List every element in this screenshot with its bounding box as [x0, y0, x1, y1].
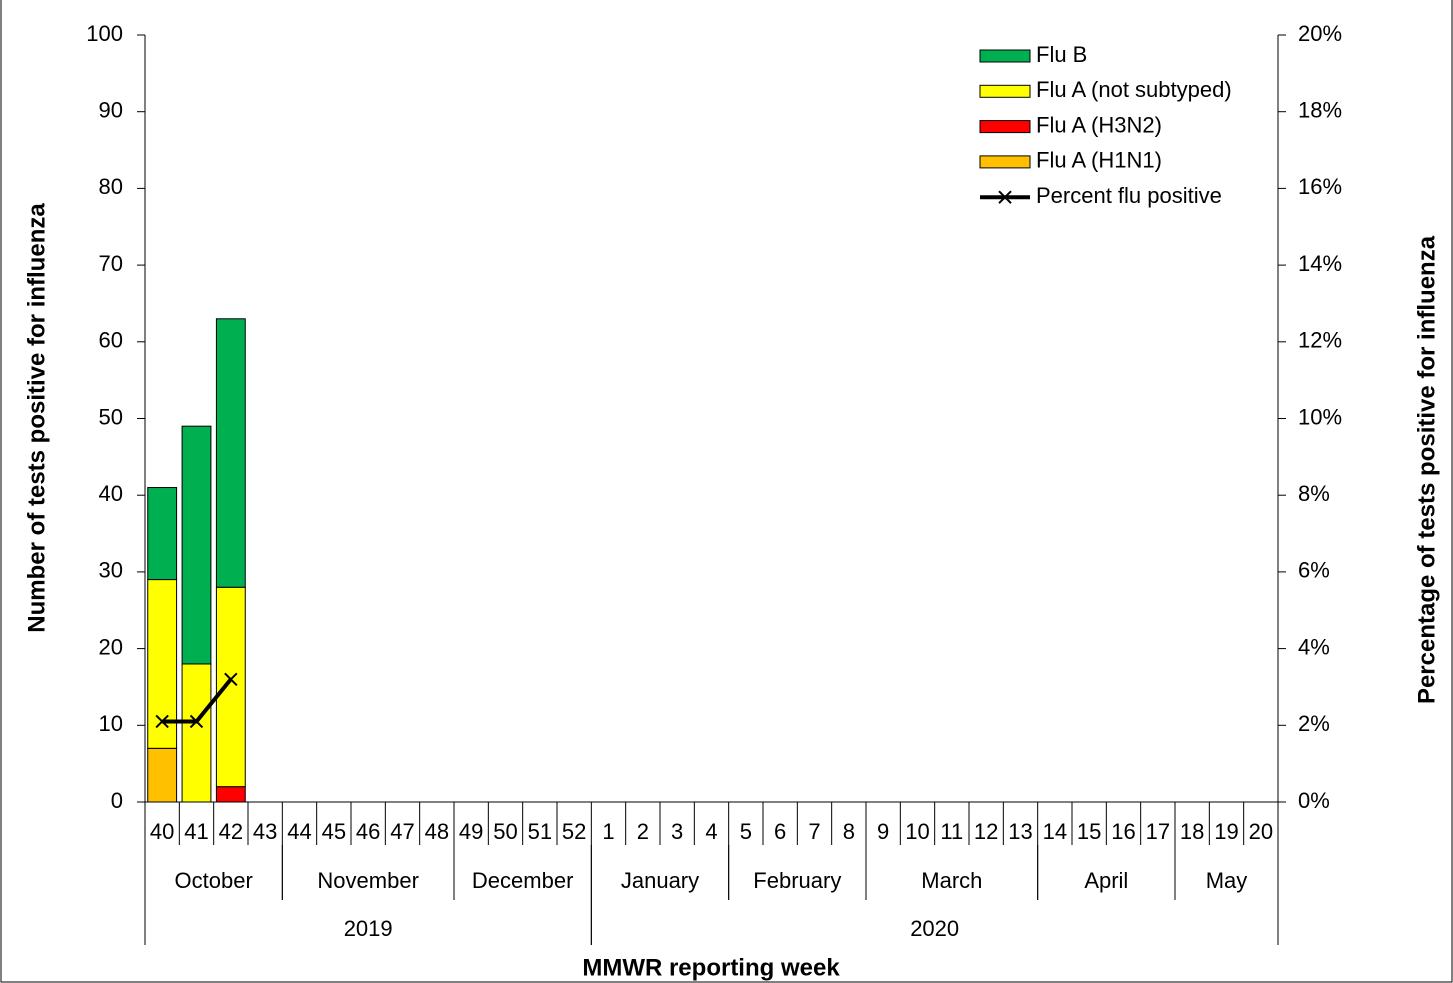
- x-tick-label: 2: [637, 819, 649, 844]
- y-tick-label: 60: [99, 328, 123, 353]
- x-axis-title: MMWR reporting week: [582, 954, 840, 981]
- y-tick-label: 40: [99, 481, 123, 506]
- x-tick-label: 43: [253, 819, 277, 844]
- bar-segment: [147, 487, 178, 581]
- bar-segment: [215, 586, 246, 788]
- y2-tick-label: 18%: [1298, 98, 1342, 123]
- y-tick-label: 50: [99, 404, 123, 429]
- x-tick-label: 46: [356, 819, 380, 844]
- y2-tick-label: 2%: [1298, 711, 1330, 736]
- bar-segment: [181, 663, 212, 803]
- legend-label: Flu B: [1036, 42, 1087, 67]
- bar-segment: [215, 786, 246, 803]
- x-tick-label: 20: [1249, 819, 1273, 844]
- x-tick-label: 16: [1111, 819, 1135, 844]
- y-tick-label: 30: [99, 558, 123, 583]
- bar-segment: [215, 318, 246, 588]
- y2-tick-label: 12%: [1298, 328, 1342, 353]
- y-tick-label: 80: [99, 174, 123, 199]
- y2-tick-label: 10%: [1298, 404, 1342, 429]
- x-tick-label: 19: [1214, 819, 1238, 844]
- y-tick-label: 20: [99, 634, 123, 659]
- x-tick-label: 11: [940, 819, 963, 844]
- x-tick-label: 4: [705, 819, 717, 844]
- x-tick-label: 47: [390, 819, 414, 844]
- legend-swatch: [979, 155, 1031, 169]
- x-tick-label: 51: [528, 819, 552, 844]
- x-tick-label: 52: [562, 819, 586, 844]
- x-tick-label: 9: [877, 819, 889, 844]
- y2-tick-label: 0%: [1298, 788, 1330, 813]
- bar-segment: [181, 425, 212, 665]
- month-label: January: [621, 868, 699, 893]
- y2-tick-label: 20%: [1298, 21, 1342, 46]
- legend-label: Flu A (not subtyped): [1036, 77, 1232, 102]
- line-marker: [189, 714, 204, 729]
- month-label: May: [1206, 868, 1248, 893]
- x-tick-label: 14: [1043, 819, 1067, 844]
- x-tick-label: 49: [459, 819, 483, 844]
- legend-swatch: [979, 49, 1031, 63]
- y-tick-label: 70: [99, 251, 123, 276]
- y2-tick-label: 6%: [1298, 558, 1330, 583]
- month-label: December: [472, 868, 573, 893]
- x-tick-label: 1: [602, 819, 614, 844]
- y-axis-title: Number of tests positive for influenza: [23, 203, 50, 633]
- y2-tick-label: 4%: [1298, 634, 1330, 659]
- y-tick-label: 100: [86, 21, 123, 46]
- year-label: 2020: [910, 916, 959, 941]
- x-tick-label: 44: [287, 819, 311, 844]
- legend-swatch: [979, 84, 1031, 98]
- x-tick-label: 3: [671, 819, 683, 844]
- y-tick-label: 0: [111, 788, 123, 813]
- line-marker: [155, 714, 169, 729]
- x-tick-label: 45: [322, 819, 346, 844]
- y2-tick-label: 14%: [1298, 251, 1342, 276]
- x-tick-label: 8: [843, 819, 855, 844]
- y-tick-label: 10: [99, 711, 123, 736]
- legend-marker: [998, 190, 1012, 204]
- y2-axis-title: Percentage of tests positive for influen…: [1413, 235, 1440, 704]
- x-tick-label: 40: [150, 819, 174, 844]
- y2-tick-label: 16%: [1298, 174, 1342, 199]
- month-label: February: [753, 868, 841, 893]
- y2-tick-label: 8%: [1298, 481, 1330, 506]
- month-label: April: [1084, 868, 1128, 893]
- x-tick-label: 15: [1077, 819, 1101, 844]
- legend-label: Flu A (H1N1): [1036, 148, 1162, 173]
- year-label: 2019: [344, 916, 393, 941]
- bar-segment: [147, 747, 178, 803]
- legend-label: Flu A (H3N2): [1036, 112, 1162, 137]
- month-label: November: [317, 868, 418, 893]
- x-tick-label: 18: [1180, 819, 1204, 844]
- x-tick-label: 42: [219, 819, 243, 844]
- x-tick-label: 48: [425, 819, 449, 844]
- x-tick-label: 17: [1146, 819, 1170, 844]
- x-tick-label: 10: [905, 819, 929, 844]
- legend-swatch: [979, 120, 1031, 134]
- x-tick-label: 5: [740, 819, 752, 844]
- x-tick-label: 6: [774, 819, 786, 844]
- month-label: March: [921, 868, 982, 893]
- x-tick-label: 50: [493, 819, 517, 844]
- x-tick-label: 12: [974, 819, 998, 844]
- y-tick-label: 90: [99, 98, 123, 123]
- line-marker: [224, 672, 238, 686]
- month-label: October: [175, 868, 253, 893]
- x-tick-label: 41: [184, 819, 208, 844]
- x-tick-label: 7: [808, 819, 820, 844]
- legend-label: Percent flu positive: [1036, 183, 1222, 208]
- x-tick-label: 13: [1008, 819, 1032, 844]
